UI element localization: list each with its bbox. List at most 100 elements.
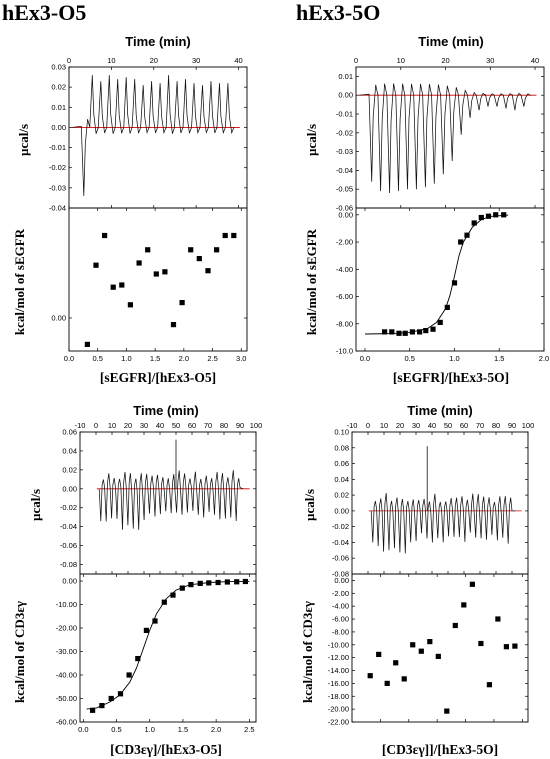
data-point bbox=[222, 232, 228, 239]
plot-frame bbox=[68, 207, 248, 352]
data-point bbox=[485, 213, 492, 219]
x-tick-label: 20 bbox=[441, 56, 449, 65]
data-point bbox=[179, 300, 185, 306]
x-tick-label: 0 bbox=[94, 421, 98, 430]
plot-frame bbox=[68, 66, 248, 209]
data-point bbox=[179, 585, 185, 591]
data-point bbox=[417, 329, 423, 335]
data-point bbox=[495, 616, 501, 622]
x-tick-label: 0.5 bbox=[404, 354, 414, 363]
data-point bbox=[108, 695, 114, 702]
y-tick-label: -6.00 bbox=[336, 292, 353, 301]
data-point bbox=[205, 268, 211, 274]
x-tick-label: 2.5 bbox=[207, 354, 217, 363]
data-point bbox=[452, 622, 458, 629]
x-tick-label: 90 bbox=[236, 421, 244, 430]
y-tick-label: -0.02 bbox=[60, 503, 77, 512]
binding-xlabel-a: [sEGFR]/[hEx3-O5] bbox=[100, 370, 216, 385]
plot-frame bbox=[79, 573, 257, 723]
data-point bbox=[224, 579, 230, 585]
binding-xlabel-d: [CD3εγ]]/[hEx3-5O] bbox=[382, 742, 498, 757]
data-point bbox=[153, 271, 159, 277]
x-tick-label: 30 bbox=[412, 421, 420, 430]
data-point bbox=[464, 232, 470, 238]
y-tick-label: -0.02 bbox=[49, 163, 66, 172]
data-point bbox=[418, 648, 424, 654]
x-tick-label: 0 bbox=[67, 56, 71, 65]
panel-title-left: hEx3-O5 bbox=[2, 0, 86, 25]
x-tick-label: 70 bbox=[476, 421, 484, 430]
plot-frame bbox=[351, 573, 529, 723]
x-tick-label: 40 bbox=[428, 421, 436, 430]
data-point bbox=[493, 212, 499, 218]
x-tick-label: 0.0 bbox=[78, 725, 88, 734]
y-tick-label: -22.00 bbox=[328, 718, 349, 727]
data-point bbox=[410, 642, 416, 648]
subplot-4: 0.06 0.04 0.02 0.00 -0.02 -0.04 -0.06 -0.08 -10 0… bbox=[60, 421, 263, 575]
x-tick-label: 1.5 bbox=[178, 725, 188, 734]
x-tick-label: 2.0 bbox=[539, 354, 549, 363]
heat-trace bbox=[98, 470, 244, 530]
data-point bbox=[242, 578, 248, 585]
y-tick-label: 0.02 bbox=[62, 465, 77, 474]
data-point bbox=[102, 232, 108, 239]
binding-ylabel-b: kcal/mol of sEGFR bbox=[304, 228, 319, 335]
heat-trace bbox=[370, 492, 516, 554]
y-tick-label: 0.00 bbox=[62, 577, 77, 586]
y-tick-label: 0.01 bbox=[51, 103, 66, 112]
x-tick-label: -10 bbox=[347, 421, 358, 430]
plot-area: 0.030.020.010.00-0.01-0.02-0.03-0.040 10 2… bbox=[12, 34, 549, 757]
x-tick-label: -10 bbox=[75, 421, 86, 430]
x-tick-label: 1.0 bbox=[145, 725, 155, 734]
x-tick-label: 2.0 bbox=[211, 725, 221, 734]
data-point bbox=[396, 330, 402, 336]
y-tick-label: -60.00 bbox=[56, 718, 77, 727]
data-point bbox=[90, 707, 96, 713]
data-point bbox=[427, 639, 433, 645]
x-tick-label: 10 bbox=[107, 56, 115, 65]
x-tick-label: 60 bbox=[188, 421, 196, 430]
y-tick-label: -0.04 bbox=[60, 522, 77, 531]
data-point bbox=[444, 708, 450, 714]
x-tick-label: 100 bbox=[250, 421, 263, 430]
data-point bbox=[451, 280, 458, 286]
y-tick-label: 0.10 bbox=[334, 428, 349, 437]
data-point bbox=[486, 682, 492, 688]
data-point bbox=[458, 239, 464, 245]
data-point bbox=[196, 256, 202, 262]
y-tick-label: -0.06 bbox=[60, 541, 77, 550]
data-point bbox=[382, 329, 388, 335]
data-point bbox=[161, 599, 167, 605]
data-point bbox=[501, 212, 507, 218]
data-point bbox=[99, 703, 105, 709]
y-tick-label: 0.00 bbox=[338, 210, 353, 219]
x-tick-label: 80 bbox=[492, 421, 500, 430]
x-tick-label: 60 bbox=[460, 421, 468, 430]
data-point bbox=[119, 282, 125, 288]
y-tick-label: -0.06 bbox=[332, 554, 349, 563]
y-tick-label: -0.08 bbox=[332, 570, 349, 579]
fit-curve bbox=[364, 214, 509, 335]
data-point bbox=[215, 579, 221, 586]
x-tick-label: 3.0 bbox=[236, 354, 246, 363]
data-point bbox=[93, 262, 99, 268]
x-tick-label: 10 bbox=[397, 56, 405, 65]
x-tick-label: 30 bbox=[192, 56, 200, 65]
y-tick-label: -0.04 bbox=[332, 538, 349, 547]
y-tick-label: 0.00 bbox=[51, 314, 66, 323]
subplot-7: 0.00 -2.00 -4.00 -6.00 -8.00 -10.00 -12.00 -14.… bbox=[328, 573, 529, 727]
y-tick-label: -0.01 bbox=[49, 143, 66, 152]
x-tick-label: 90 bbox=[508, 421, 516, 430]
y-tick-label: -0.02 bbox=[336, 128, 353, 137]
x-tick-label: 70 bbox=[204, 421, 212, 430]
x-tick-label: 50 bbox=[172, 421, 180, 430]
y-tick-label: -40.00 bbox=[56, 671, 77, 680]
y-tick-label: -0.02 bbox=[332, 522, 349, 531]
x-tick-label: 40 bbox=[156, 421, 164, 430]
x-tick-label: 20 bbox=[124, 421, 132, 430]
data-point bbox=[145, 247, 151, 253]
data-point bbox=[393, 660, 399, 666]
x-tick-label: 2.5 bbox=[244, 725, 254, 734]
x-tick-label: 1.0 bbox=[121, 354, 131, 363]
x-tick-label: 0.0 bbox=[360, 354, 370, 363]
